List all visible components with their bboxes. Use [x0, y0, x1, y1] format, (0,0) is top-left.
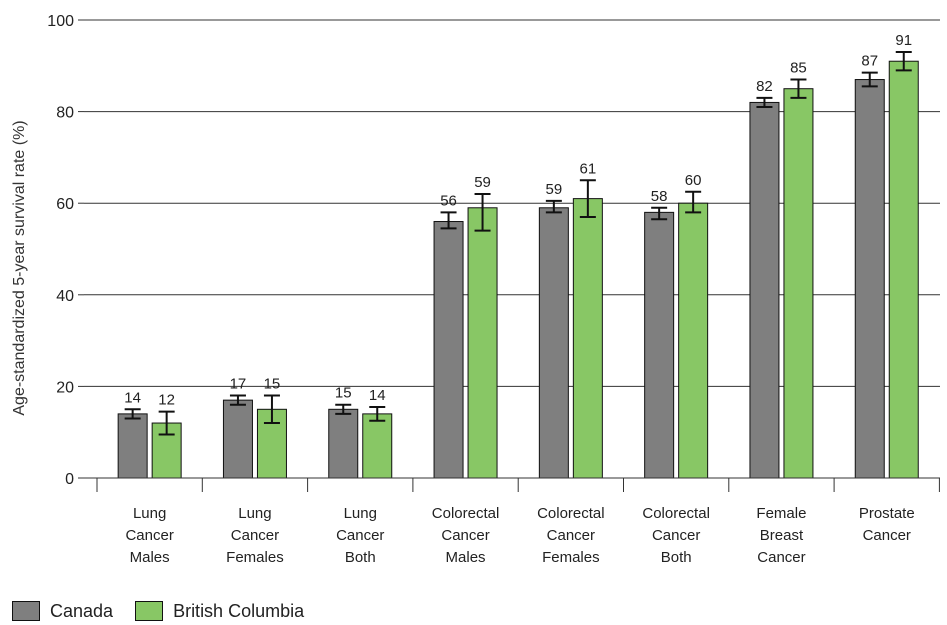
- legend-item-canada: Canada: [12, 601, 113, 622]
- error-bar: [685, 190, 702, 214]
- x-category-label: Colorectal Cancer Males: [432, 505, 500, 566]
- x-category-label: Prostate Cancer: [859, 505, 915, 544]
- data-label: 61: [580, 160, 597, 177]
- data-label: 91: [895, 32, 912, 49]
- data-label: 60: [685, 172, 702, 189]
- data-label: 14: [369, 387, 386, 404]
- data-label: 82: [756, 78, 773, 95]
- error-bar: [790, 78, 807, 99]
- data-labels-group: 14 17 15 56 59 58 82 87 12 15 14 59 61 60 85 91: [124, 32, 912, 409]
- data-label: 56: [440, 192, 457, 209]
- error-bar: [158, 410, 175, 436]
- error-bar: [440, 211, 457, 230]
- bar: [783, 88, 814, 479]
- bar: [433, 221, 464, 479]
- error-bar: [861, 71, 878, 88]
- y-tick-label: 60: [56, 196, 74, 213]
- bar: [362, 413, 393, 479]
- error-bars-group: [124, 51, 912, 436]
- bar: [854, 79, 885, 479]
- y-tick-label: 40: [56, 288, 74, 305]
- legend-item-british-columbia: British Columbia: [135, 601, 304, 622]
- bar-chart: 14 17 15 56 59 58 82 87 12 15 14 59 61 60 85 91 0 20 40 60…: [11, 13, 940, 566]
- data-label: 85: [790, 60, 807, 77]
- error-bar: [124, 408, 141, 420]
- bar: [678, 202, 709, 479]
- bar: [572, 198, 603, 479]
- bar: [888, 60, 919, 479]
- bar: [467, 207, 498, 479]
- error-bar: [579, 179, 596, 218]
- category-labels: Lung Cancer Males Lung Cancer Females Lung Canc…: [125, 505, 914, 566]
- error-bar: [263, 394, 280, 425]
- bar: [538, 207, 569, 479]
- data-label: 58: [651, 188, 668, 205]
- data-label: 59: [474, 174, 491, 191]
- y-tick-label: 20: [56, 379, 74, 396]
- bars-group: [117, 60, 919, 479]
- bar: [222, 399, 253, 479]
- error-bar: [651, 206, 668, 221]
- bar: [749, 101, 780, 479]
- x-category-label: Female Breast Cancer: [756, 505, 806, 566]
- error-bar: [369, 406, 386, 422]
- legend: Canada British Columbia: [12, 600, 326, 622]
- x-category-label: Lung Cancer Females: [226, 505, 284, 566]
- data-label: 87: [861, 53, 878, 70]
- error-bar: [545, 199, 562, 214]
- y-tick-label: 0: [65, 471, 74, 488]
- legend-swatch-british-columbia: [135, 601, 164, 621]
- axes: 0 20 40 60 80 100: [47, 13, 940, 492]
- y-tick-label: 80: [56, 105, 74, 122]
- x-category-label: Colorectal Cancer Both: [642, 505, 710, 566]
- error-bar: [229, 394, 246, 406]
- legend-label-canada: Canada: [50, 600, 114, 621]
- x-category-label: Colorectal Cancer Females: [537, 505, 605, 566]
- data-label: 14: [124, 389, 141, 406]
- data-label: 59: [546, 181, 563, 198]
- data-label: 17: [230, 376, 247, 393]
- data-label: 15: [264, 376, 281, 393]
- data-label: 15: [335, 385, 352, 402]
- x-category-label: Lung Cancer Males: [125, 505, 173, 566]
- bar: [117, 413, 148, 479]
- error-bar: [474, 193, 491, 232]
- x-category-label: Lung Cancer Both: [336, 505, 384, 566]
- bar: [328, 408, 359, 479]
- bar: [644, 211, 675, 479]
- y-axis-title: Age-standardized 5-year survival rate (%…: [11, 120, 28, 415]
- legend-label-british-columbia: British Columbia: [173, 600, 305, 621]
- data-label: 12: [158, 392, 175, 409]
- y-tick-label: 100: [47, 13, 74, 30]
- error-bar: [756, 96, 773, 109]
- error-bar: [895, 51, 912, 72]
- error-bar: [335, 403, 352, 415]
- legend-swatch-canada: [12, 601, 40, 621]
